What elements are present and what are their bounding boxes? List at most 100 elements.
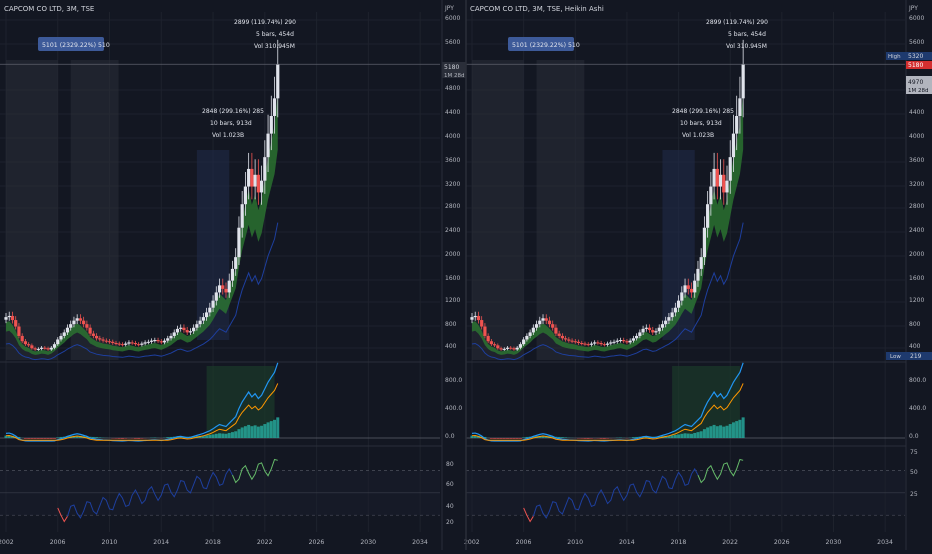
high-value: 5320 bbox=[908, 53, 923, 60]
candle-body bbox=[160, 341, 163, 342]
candle-body bbox=[195, 324, 198, 328]
time-tick-label: 2034 bbox=[877, 539, 893, 546]
price-tick-label: 6000 bbox=[445, 15, 460, 22]
candle-body bbox=[237, 228, 240, 257]
macd-histogram-bar bbox=[98, 437, 101, 438]
rsi-tick-label: 40 bbox=[446, 503, 454, 510]
rsi-tick-label: 75 bbox=[910, 449, 918, 456]
price-tick-label: 800 bbox=[909, 321, 921, 328]
measure-mid-line3: Vol 1.023B bbox=[682, 132, 714, 139]
candle-body bbox=[625, 341, 628, 342]
macd-histogram-bar bbox=[234, 431, 237, 438]
last-price-value: 5180 bbox=[908, 62, 923, 69]
macd-histogram-bar bbox=[677, 434, 680, 438]
candle-body bbox=[525, 336, 528, 340]
measure-top-line1: 2899 (119.74%) 290 bbox=[234, 19, 296, 26]
candle-body bbox=[651, 330, 654, 332]
candle-body bbox=[609, 342, 612, 343]
candle-body bbox=[50, 348, 53, 350]
candle-body bbox=[664, 321, 667, 325]
candle-body bbox=[545, 318, 548, 320]
macd-histogram-bar bbox=[237, 429, 240, 438]
candle-body bbox=[257, 175, 260, 193]
chart-title: CAPCOM CO LTD, 3M, TSE bbox=[4, 5, 94, 13]
candle-body bbox=[558, 334, 561, 336]
candle-body bbox=[638, 332, 641, 336]
time-tick-label: 2002 bbox=[0, 539, 14, 546]
macd-histogram-bar bbox=[257, 427, 260, 438]
macd-histogram-bar bbox=[95, 437, 98, 438]
price-tick-label: 400 bbox=[909, 343, 921, 350]
macd-histogram-bar bbox=[215, 434, 218, 438]
candle-body bbox=[580, 343, 583, 344]
candle-body bbox=[619, 340, 622, 341]
macd-histogram-bar bbox=[690, 434, 693, 438]
candle-body bbox=[532, 328, 535, 333]
candle-body bbox=[503, 349, 506, 350]
time-tick-label: 2014 bbox=[153, 539, 169, 546]
candle-body bbox=[600, 343, 603, 344]
currency-label: JPY bbox=[444, 5, 454, 12]
candle-body bbox=[169, 336, 172, 338]
price-tick-label: 5600 bbox=[445, 39, 460, 46]
candle-body bbox=[529, 332, 532, 336]
candle-body bbox=[716, 169, 719, 187]
candle-body bbox=[729, 157, 732, 181]
candle-body bbox=[134, 343, 137, 344]
macd-histogram-bar bbox=[56, 437, 59, 438]
candle-body bbox=[79, 318, 82, 320]
candle-body bbox=[179, 328, 182, 329]
price-tick-label: 2800 bbox=[909, 203, 924, 210]
candle-body bbox=[490, 341, 493, 344]
price-tick-label: 2000 bbox=[909, 251, 924, 258]
candle-body bbox=[535, 324, 538, 328]
candle-body bbox=[56, 339, 59, 344]
candle-body bbox=[519, 344, 522, 348]
candle-body bbox=[561, 336, 564, 338]
macd-histogram-bar bbox=[241, 427, 244, 438]
price-tick-label: 2400 bbox=[445, 227, 460, 234]
macd-histogram-bar bbox=[603, 438, 606, 439]
macd-histogram-bar bbox=[493, 438, 496, 439]
candle-body bbox=[127, 342, 130, 343]
candle-body bbox=[66, 328, 69, 333]
time-tick-label: 2018 bbox=[671, 539, 687, 546]
candle-body bbox=[725, 181, 728, 193]
macd-tick-label: 800.0 bbox=[909, 377, 926, 384]
candle-body bbox=[483, 327, 486, 336]
macd-histogram-bar bbox=[713, 425, 716, 438]
macd-histogram-bar bbox=[583, 438, 586, 439]
macd-histogram-bar bbox=[263, 424, 266, 438]
macd-histogram-bar bbox=[267, 422, 270, 438]
macd-tick-label: 400.0 bbox=[909, 405, 926, 412]
candle-body bbox=[166, 338, 169, 340]
candle-body bbox=[548, 321, 551, 325]
range-label: 5101 (2329.22%) 510 bbox=[512, 42, 580, 49]
macd-histogram-bar bbox=[716, 426, 719, 438]
time-tick-label: 2030 bbox=[826, 539, 842, 546]
high-label: High bbox=[888, 54, 901, 60]
candle-body bbox=[34, 348, 37, 349]
macd-histogram-bar bbox=[561, 437, 564, 438]
macd-histogram-bar bbox=[503, 438, 506, 439]
candle-body bbox=[92, 334, 95, 336]
price-tick-label: 1600 bbox=[909, 275, 924, 282]
macd-histogram-bar bbox=[735, 421, 738, 438]
candle-body bbox=[124, 344, 127, 345]
candle-body bbox=[587, 344, 590, 345]
macd-histogram-bar bbox=[632, 437, 635, 438]
macd-histogram-bar bbox=[509, 438, 512, 439]
macd-histogram-bar bbox=[709, 426, 712, 438]
candle-body bbox=[4, 317, 7, 320]
candle-body bbox=[499, 348, 502, 349]
rsi-tick-label: 60 bbox=[446, 481, 454, 488]
candle-body bbox=[43, 348, 46, 349]
macd-histogram-bar bbox=[729, 424, 732, 438]
macd-histogram-bar bbox=[680, 434, 683, 438]
candle-body bbox=[140, 344, 143, 345]
rsi-band bbox=[0, 470, 440, 515]
candle-body bbox=[671, 312, 674, 317]
price-tick-label: 800 bbox=[445, 321, 457, 328]
candle-body bbox=[516, 348, 519, 350]
candle-body bbox=[603, 344, 606, 345]
